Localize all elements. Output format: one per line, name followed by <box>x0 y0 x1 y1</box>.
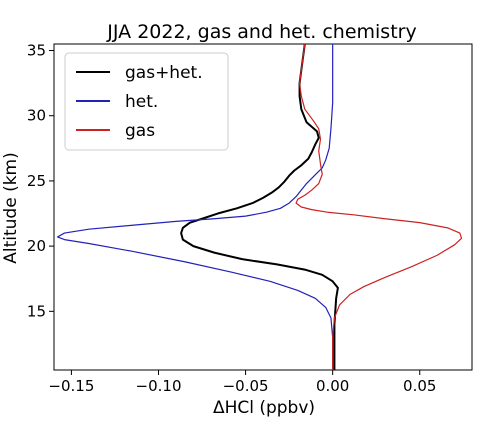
y-tick-label: 15 <box>27 302 46 320</box>
y-tick-label: 35 <box>27 42 46 60</box>
legend-box <box>64 52 229 151</box>
x-tick-label: −0.10 <box>136 377 182 395</box>
legend-label-gas: gas <box>125 121 155 141</box>
legend: gas+het. het. gas <box>64 52 229 151</box>
x-tick-label: 0.05 <box>403 377 436 395</box>
plot-area <box>53 43 473 371</box>
y-axis-title: Altitude (km) <box>1 152 21 264</box>
x-axis-title: ΔHCl (ppbv) <box>213 398 315 418</box>
x-tick-label: −0.15 <box>48 377 94 395</box>
legend-label-gas-het: gas+het. <box>125 63 203 83</box>
series-line-gas <box>295 43 463 370</box>
series-line-het <box>56 44 334 370</box>
x-tick-label: −0.05 <box>223 377 269 395</box>
y-tick-label: 20 <box>27 237 46 255</box>
x-tick-label: 0.00 <box>316 377 349 395</box>
y-tick-label: 25 <box>27 172 46 190</box>
plot-frame <box>53 43 473 371</box>
ticks-layer: −0.15 −0.10 −0.05 0.00 0.05 15 20 25 30 35 <box>27 42 437 395</box>
legend-label-het: het. <box>125 92 158 112</box>
y-tick-label: 30 <box>27 107 46 125</box>
series-line-gas-het <box>180 43 339 370</box>
chart-title: JJA 2022, gas and het. chemistry <box>106 21 416 43</box>
series-layer <box>56 43 463 370</box>
